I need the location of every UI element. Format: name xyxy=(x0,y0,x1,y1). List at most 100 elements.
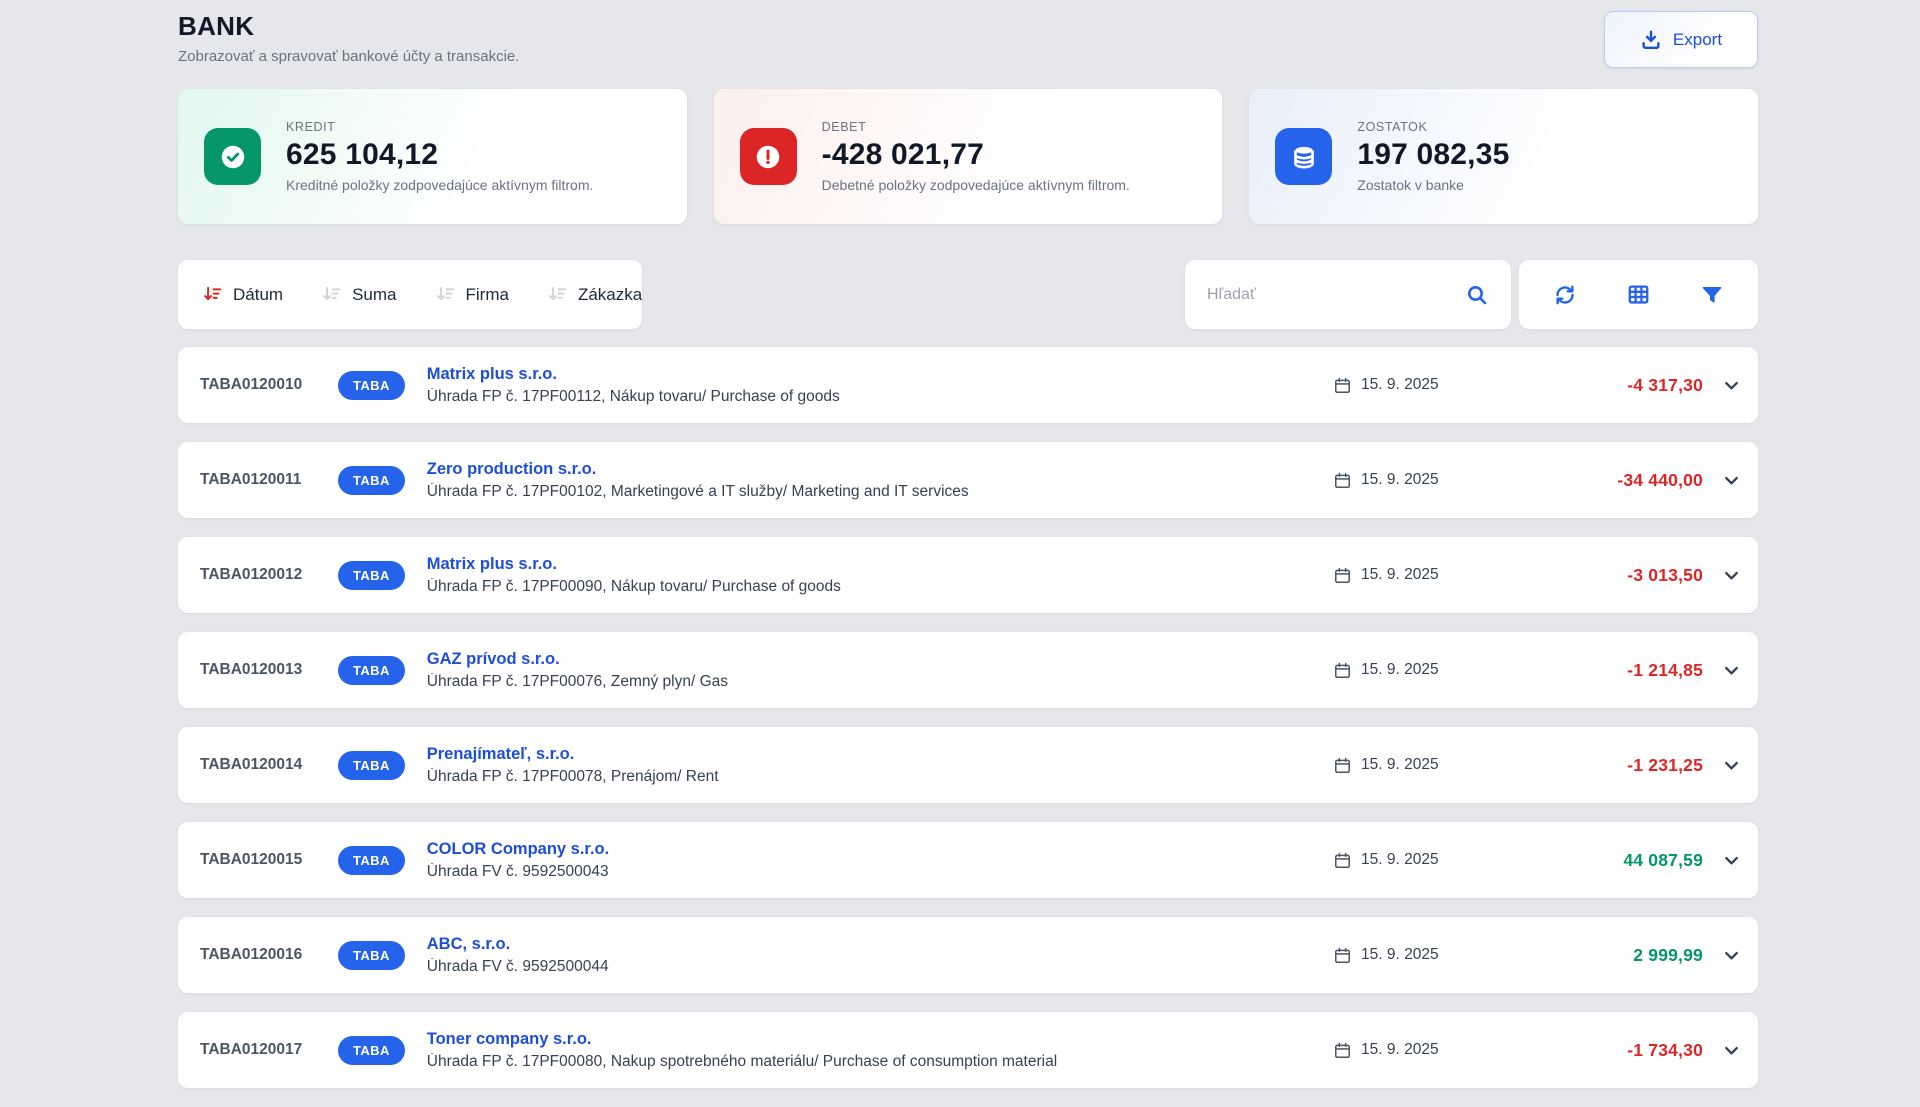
chevron-down-icon[interactable] xyxy=(1719,753,1744,778)
account-badge: TABA xyxy=(338,846,405,875)
alert-circle-icon xyxy=(740,128,797,185)
transaction-row[interactable]: TABA0120013 TABA GAZ prívod s.r.o. Úhrad… xyxy=(178,632,1758,708)
chevron-down-icon[interactable] xyxy=(1719,848,1744,873)
transaction-id: TABA0120012 xyxy=(200,566,318,584)
transaction-description: Úhrada FP č. 17PF00080, Nakup spotrebnéh… xyxy=(427,1053,1333,1071)
calendar-icon xyxy=(1333,1041,1352,1060)
transaction-description: Úhrada FP č. 17PF00102, Marketingové a I… xyxy=(427,483,1333,501)
sort-amount-down-icon xyxy=(321,284,342,305)
sort-amount-down-icon xyxy=(435,284,456,305)
transaction-row[interactable]: TABA0120012 TABA Matrix plus s.r.o. Úhra… xyxy=(178,537,1758,613)
transaction-row[interactable]: TABA0120014 TABA Prenajímateľ, s.r.o. Úh… xyxy=(178,727,1758,803)
transaction-row[interactable]: TABA0120016 TABA ABC, s.r.o. Úhrada FV č… xyxy=(178,917,1758,993)
transaction-date-text: 15. 9. 2025 xyxy=(1361,946,1439,964)
calendar-icon xyxy=(1333,756,1352,775)
kredit-description: Kreditné položky zodpovedajúce aktívnym … xyxy=(286,177,593,193)
transaction-description: Úhrada FP č. 17PF00090, Nákup tovaru/ Pu… xyxy=(427,578,1333,596)
transaction-company[interactable]: Zero production s.r.o. xyxy=(427,460,1333,479)
transaction-row[interactable]: TABA0120011 TABA Zero production s.r.o. … xyxy=(178,442,1758,518)
search-icon[interactable] xyxy=(1459,277,1495,313)
main-content: BANK Zobrazovať a spravovať bankové účty… xyxy=(178,0,1758,1107)
zostatok-card: ZOSTATOK 197 082,35 Zostatok v banke xyxy=(1249,89,1758,224)
toolbar-right xyxy=(1185,260,1758,329)
account-badge: TABA xyxy=(338,371,405,400)
transaction-date: 15. 9. 2025 xyxy=(1333,851,1533,870)
transaction-row[interactable]: TABA0120015 TABA COLOR Company s.r.o. Úh… xyxy=(178,822,1758,898)
calendar-icon xyxy=(1333,471,1352,490)
chevron-down-icon[interactable] xyxy=(1719,1038,1744,1063)
transaction-main: Toner company s.r.o. Úhrada FP č. 17PF00… xyxy=(427,1030,1333,1071)
refresh-icon[interactable] xyxy=(1547,277,1583,313)
transaction-amount: -34 440,00 xyxy=(1533,470,1703,491)
transaction-date: 15. 9. 2025 xyxy=(1333,946,1533,965)
toolbar: Dátum Suma Firma xyxy=(178,260,1758,329)
search-input[interactable] xyxy=(1205,285,1459,305)
table-icon[interactable] xyxy=(1620,276,1657,313)
sort-button-label: Dátum xyxy=(233,285,283,305)
transaction-main: Zero production s.r.o. Úhrada FP č. 17PF… xyxy=(427,460,1333,501)
debet-card-text: DEBET -428 021,77 Debetné položky zodpov… xyxy=(822,120,1130,193)
transaction-description: Úhrada FV č. 9592500043 xyxy=(427,863,1333,881)
transaction-company[interactable]: Prenajímateľ, s.r.o. xyxy=(427,745,1333,764)
chevron-down-icon[interactable] xyxy=(1719,943,1744,968)
sort-button-datum[interactable]: Dátum xyxy=(202,284,283,305)
zostatok-label: ZOSTATOK xyxy=(1357,120,1509,134)
export-button[interactable]: Export xyxy=(1604,11,1758,68)
calendar-icon xyxy=(1333,661,1352,680)
summary-cards: KREDIT 625 104,12 Kreditné položky zodpo… xyxy=(178,89,1758,224)
zostatok-description: Zostatok v banke xyxy=(1357,177,1509,193)
transaction-date: 15. 9. 2025 xyxy=(1333,471,1533,490)
zostatok-value: 197 082,35 xyxy=(1357,138,1509,172)
kredit-card: KREDIT 625 104,12 Kreditné položky zodpo… xyxy=(178,89,687,224)
download-icon xyxy=(1640,29,1662,51)
debet-card: DEBET -428 021,77 Debetné položky zodpov… xyxy=(714,89,1223,224)
sort-amount-down-icon xyxy=(202,284,223,305)
transaction-row[interactable]: TABA0120010 TABA Matrix plus s.r.o. Úhra… xyxy=(178,347,1758,423)
debet-value: -428 021,77 xyxy=(822,138,1130,172)
transaction-amount: -4 317,30 xyxy=(1533,375,1703,396)
chevron-down-icon[interactable] xyxy=(1719,563,1744,588)
transaction-amount: 44 087,59 xyxy=(1533,850,1703,871)
database-icon xyxy=(1275,128,1332,185)
page-subtitle: Zobrazovať a spravovať bankové účty a tr… xyxy=(178,48,519,66)
transaction-description: Úhrada FV č. 9592500044 xyxy=(427,958,1333,976)
transaction-date-text: 15. 9. 2025 xyxy=(1361,1041,1439,1059)
kredit-label: KREDIT xyxy=(286,120,593,134)
sort-button-suma[interactable]: Suma xyxy=(321,284,396,305)
transaction-company[interactable]: Matrix plus s.r.o. xyxy=(427,365,1333,384)
chevron-down-icon[interactable] xyxy=(1719,658,1744,683)
sort-toolbar: Dátum Suma Firma xyxy=(178,260,642,329)
kredit-value: 625 104,12 xyxy=(286,138,593,172)
transaction-main: COLOR Company s.r.o. Úhrada FV č. 959250… xyxy=(427,840,1333,881)
transaction-date: 15. 9. 2025 xyxy=(1333,1041,1533,1060)
transaction-date-text: 15. 9. 2025 xyxy=(1361,376,1439,394)
transaction-description: Úhrada FP č. 17PF00112, Nákup tovaru/ Pu… xyxy=(427,388,1333,406)
transaction-row[interactable]: TABA0120017 TABA Toner company s.r.o. Úh… xyxy=(178,1012,1758,1088)
transaction-date-text: 15. 9. 2025 xyxy=(1361,756,1439,774)
transaction-date-text: 15. 9. 2025 xyxy=(1361,661,1439,679)
page-heading-block: BANK Zobrazovať a spravovať bankové účty… xyxy=(178,11,519,66)
account-badge: TABA xyxy=(338,1036,405,1065)
transaction-main: GAZ prívod s.r.o. Úhrada FP č. 17PF00076… xyxy=(427,650,1333,691)
export-button-label: Export xyxy=(1673,30,1722,50)
transaction-company[interactable]: ABC, s.r.o. xyxy=(427,935,1333,954)
page-header: BANK Zobrazovať a spravovať bankové účty… xyxy=(178,0,1758,68)
chevron-down-icon[interactable] xyxy=(1719,468,1744,493)
calendar-icon xyxy=(1333,851,1352,870)
transaction-date-text: 15. 9. 2025 xyxy=(1361,851,1439,869)
transaction-company[interactable]: COLOR Company s.r.o. xyxy=(427,840,1333,859)
sort-amount-down-icon xyxy=(547,284,568,305)
sort-button-zakazka[interactable]: Zákazka xyxy=(547,284,642,305)
check-circle-icon xyxy=(204,128,261,185)
chevron-down-icon[interactable] xyxy=(1719,373,1744,398)
transaction-amount: 2 999,99 xyxy=(1533,945,1703,966)
account-badge: TABA xyxy=(338,656,405,685)
filter-icon[interactable] xyxy=(1694,277,1730,313)
transaction-id: TABA0120017 xyxy=(200,1041,318,1059)
transaction-company[interactable]: Matrix plus s.r.o. xyxy=(427,555,1333,574)
transaction-company[interactable]: GAZ prívod s.r.o. xyxy=(427,650,1333,669)
sort-button-label: Zákazka xyxy=(578,285,642,305)
transaction-company[interactable]: Toner company s.r.o. xyxy=(427,1030,1333,1049)
sort-button-firma[interactable]: Firma xyxy=(435,284,509,305)
transaction-description: Úhrada FP č. 17PF00078, Prenájom/ Rent xyxy=(427,768,1333,786)
